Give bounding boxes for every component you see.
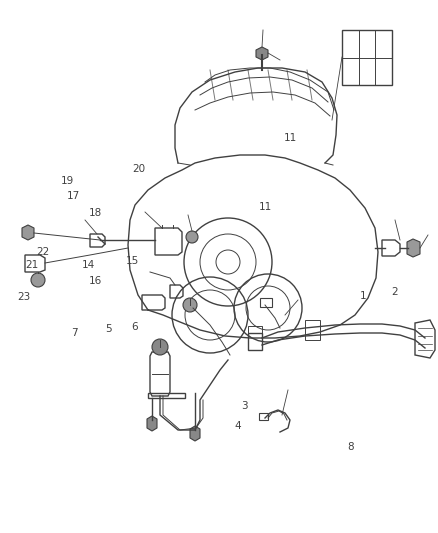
Text: 15: 15: [126, 256, 139, 266]
Text: 4: 4: [234, 422, 241, 431]
Text: 22: 22: [36, 247, 49, 256]
Text: 2: 2: [391, 287, 398, 297]
Text: 6: 6: [131, 322, 138, 332]
Text: 19: 19: [61, 176, 74, 186]
Polygon shape: [256, 47, 268, 60]
Polygon shape: [190, 426, 200, 441]
Circle shape: [152, 339, 168, 355]
Text: 18: 18: [89, 208, 102, 218]
Circle shape: [31, 273, 45, 287]
Text: 8: 8: [347, 442, 354, 451]
Text: 1: 1: [360, 291, 367, 301]
Text: 16: 16: [89, 277, 102, 286]
Polygon shape: [22, 225, 34, 240]
Circle shape: [183, 298, 197, 312]
Text: 5: 5: [105, 325, 112, 334]
Polygon shape: [147, 416, 157, 431]
Polygon shape: [407, 239, 420, 257]
Circle shape: [186, 231, 198, 243]
Text: 11: 11: [284, 133, 297, 142]
Text: 7: 7: [71, 328, 78, 338]
Text: 17: 17: [67, 191, 80, 201]
Text: 11: 11: [259, 202, 272, 212]
Text: 21: 21: [25, 261, 38, 270]
Text: 14: 14: [82, 261, 95, 270]
Text: 20: 20: [133, 165, 146, 174]
Text: 23: 23: [18, 293, 31, 302]
Text: 3: 3: [241, 401, 248, 411]
